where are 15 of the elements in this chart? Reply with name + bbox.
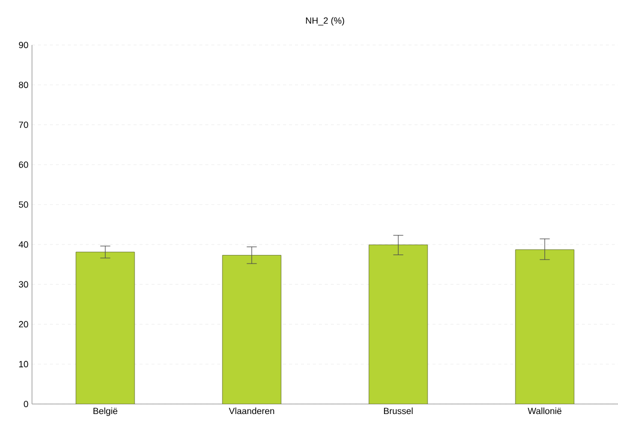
y-tick-label: 60 — [18, 161, 28, 168]
y-tick-label: 50 — [18, 201, 28, 208]
y-tick-label: 20 — [18, 321, 28, 328]
x-tick-label: Brussel — [384, 408, 413, 414]
y-tick-label: 10 — [19, 360, 28, 368]
y-tick-label: 0 — [24, 400, 28, 408]
x-tick-label: België — [94, 408, 118, 416]
x-tick-label: Wallonië — [528, 408, 562, 414]
y-tick-label: 70 — [18, 122, 28, 128]
y-tick-label: 40 — [18, 241, 28, 248]
chart-title: NH_2 (%) — [306, 17, 344, 26]
x-tick-label: Vlaanderen — [228, 408, 274, 414]
y-tick-label: 30 — [18, 281, 28, 288]
y-tick-label: 90 — [18, 42, 28, 48]
y-tick-label: 80 — [18, 82, 28, 88]
